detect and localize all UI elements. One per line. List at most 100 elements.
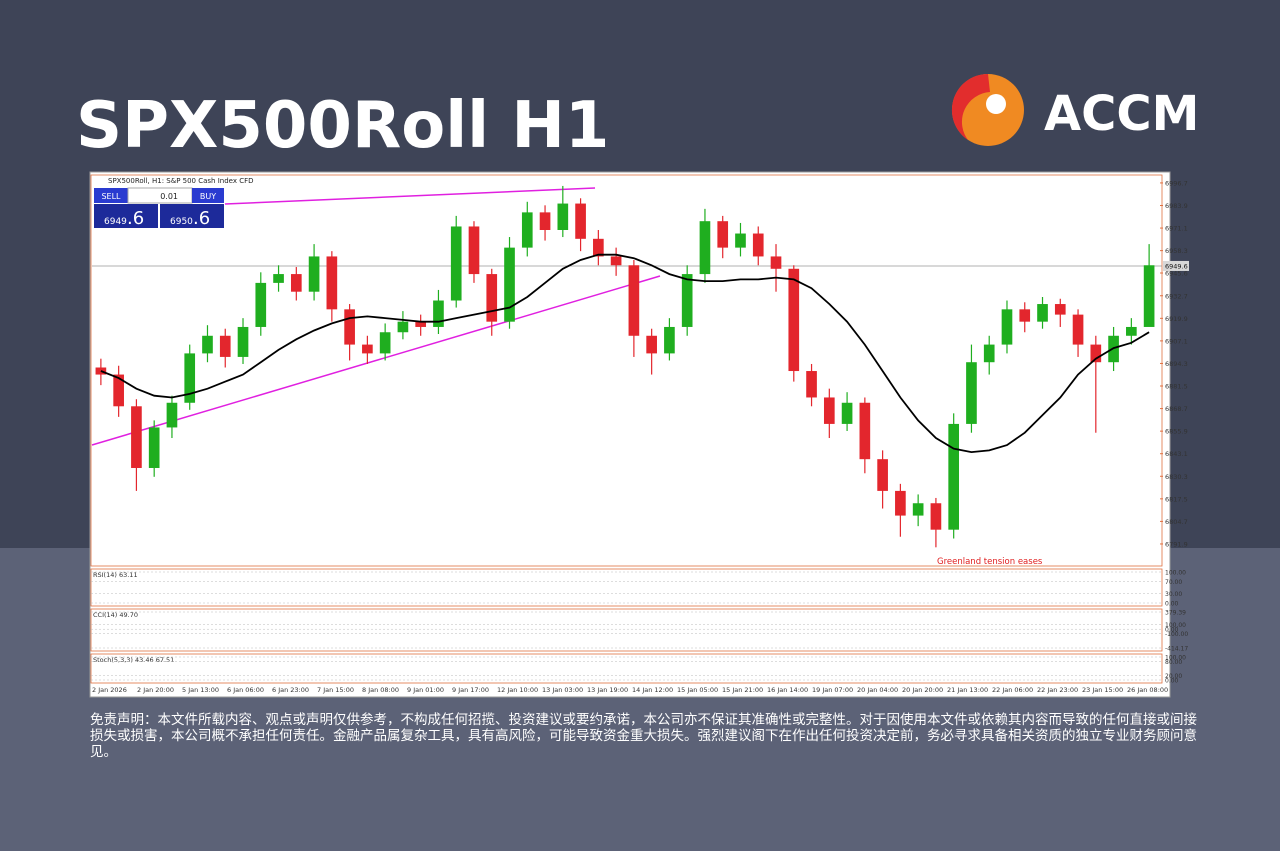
sell-label: SELL [101, 192, 121, 201]
candle-body [593, 238, 604, 257]
candle-body [397, 321, 409, 333]
y-tick-label: 6907.1 [1165, 337, 1188, 345]
indicator-tick-label: -414.17 [1165, 646, 1188, 653]
candle-body [575, 203, 586, 239]
candle-body [1126, 326, 1137, 336]
indicator-tick-label: -100.00 [1165, 631, 1188, 638]
x-tick-label: 6 Jan 06:00 [227, 686, 264, 694]
disclaimer: 免责声明：本文件所载内容、观点或声明仅供参考，不构成任何招揽、投资建议或要约承诺… [90, 712, 1197, 760]
candle-body [237, 326, 249, 357]
y-tick-label: 6958.3 [1165, 247, 1188, 255]
indicator-tick-label: 379.39 [1165, 610, 1186, 617]
candle-body [770, 256, 782, 269]
candle-body [433, 300, 444, 327]
logo: ACCM [951, 73, 1199, 146]
candle-body [681, 274, 693, 327]
x-tick-label: 8 Jan 08:00 [362, 686, 399, 694]
x-tick-label: 16 Jan 14:00 [767, 686, 808, 694]
indicator-tick-label: 70.00 [1165, 579, 1182, 586]
indicator-tick-label: 30.00 [1165, 591, 1182, 598]
indicator-label: CCI(14) 49.70 [93, 611, 138, 619]
x-tick-label: 6 Jan 23:00 [272, 686, 309, 694]
chart-panel [89, 171, 1171, 698]
x-tick-label: 20 Jan 20:00 [902, 686, 943, 694]
buy-button[interactable] [192, 188, 224, 203]
candle-body [1054, 304, 1066, 315]
sell-price-box[interactable] [94, 204, 158, 228]
x-tick-label: 23 Jan 15:00 [1082, 686, 1123, 694]
indicator-label: Stoch(5,3,3) 43.46 67.51 [93, 656, 174, 664]
x-tick-label: 7 Jan 15:00 [317, 686, 354, 694]
y-tick-label: 6817.5 [1165, 495, 1188, 503]
y-tick-label: 6983.9 [1165, 202, 1188, 210]
indicator-tick-label: 0.00 [1165, 627, 1179, 634]
candle-body [1090, 344, 1102, 363]
logo-text: ACCM [1044, 86, 1199, 142]
candle-body [912, 503, 924, 516]
indicator-panel [90, 568, 1163, 607]
chart-header: SPX500Roll, H1: S&P 500 Cash Index CFD [108, 177, 254, 185]
candle-body [113, 374, 124, 407]
indicator-tick-label: 20.00 [1165, 673, 1182, 680]
candle-body [628, 265, 640, 336]
x-tick-label: 21 Jan 13:00 [947, 686, 988, 694]
x-tick-label: 19 Jan 07:00 [812, 686, 853, 694]
x-tick-label: 2 Jan 20:00 [137, 686, 174, 694]
candle-body [841, 402, 853, 424]
candle-body [95, 367, 107, 375]
candle-body [148, 427, 160, 468]
buy-price-int: 6950 [170, 217, 193, 227]
x-tick-label: 15 Jan 05:00 [677, 686, 718, 694]
title: SPX500Roll H1 [76, 89, 609, 163]
sell-price-int: 6949 [104, 217, 127, 227]
x-tick-label: 22 Jan 23:00 [1037, 686, 1078, 694]
candle-body [379, 332, 391, 354]
indicator-tick-label: 0.00 [1165, 601, 1179, 608]
sell-price-frac: .6 [127, 208, 144, 229]
candle-body [788, 268, 800, 372]
candle-body [131, 406, 142, 468]
x-tick-label: 12 Jan 10:00 [497, 686, 538, 694]
candle-body [1143, 265, 1155, 327]
y-tick-label: 6804.7 [1165, 518, 1188, 526]
candle-body [539, 212, 551, 231]
candle-body [202, 335, 213, 354]
candle-body [450, 226, 462, 301]
y-tick-label: 6855.9 [1165, 428, 1188, 436]
trendline [91, 275, 661, 446]
x-tick-label: 15 Jan 21:00 [722, 686, 763, 694]
moving-average [100, 253, 1150, 454]
x-tick-label: 9 Jan 01:00 [407, 686, 444, 694]
x-tick-label: 13 Jan 03:00 [542, 686, 583, 694]
candle-body [664, 326, 675, 354]
y-tick-label: 6932.7 [1165, 292, 1188, 300]
x-tick-label: 14 Jan 12:00 [632, 686, 673, 694]
logo-dot [986, 94, 1006, 114]
indicator-tick-label: 100.00 [1165, 655, 1186, 662]
y-tick-label: 6996.7 [1165, 179, 1188, 187]
current-price-box [1163, 260, 1189, 271]
sell-button[interactable] [94, 188, 128, 203]
candle-body [717, 221, 729, 248]
candle-body [219, 335, 231, 357]
buy-price-box[interactable] [160, 204, 224, 228]
x-tick-label: 13 Jan 19:00 [587, 686, 628, 694]
candle-body [344, 309, 355, 345]
candle-body [877, 459, 888, 491]
x-tick-label: 2 Jan 2026 [92, 686, 127, 694]
candle-body [1001, 309, 1013, 345]
y-tick-label: 6945.6 [1165, 270, 1188, 278]
candle-body [948, 423, 960, 530]
candle-body [273, 274, 284, 283]
candle-body [930, 503, 942, 530]
x-tick-label: 9 Jan 17:00 [452, 686, 489, 694]
candle-body [752, 233, 764, 257]
candle-body [468, 226, 480, 275]
candle-body [895, 490, 906, 516]
candle-body [735, 233, 746, 248]
candle-body [557, 203, 569, 231]
y-tick-label: 6830.3 [1165, 473, 1188, 481]
candle-body [521, 212, 533, 248]
trade-panel: SELL 0.01 BUY 6949 .6 6950 .6 [94, 187, 224, 229]
